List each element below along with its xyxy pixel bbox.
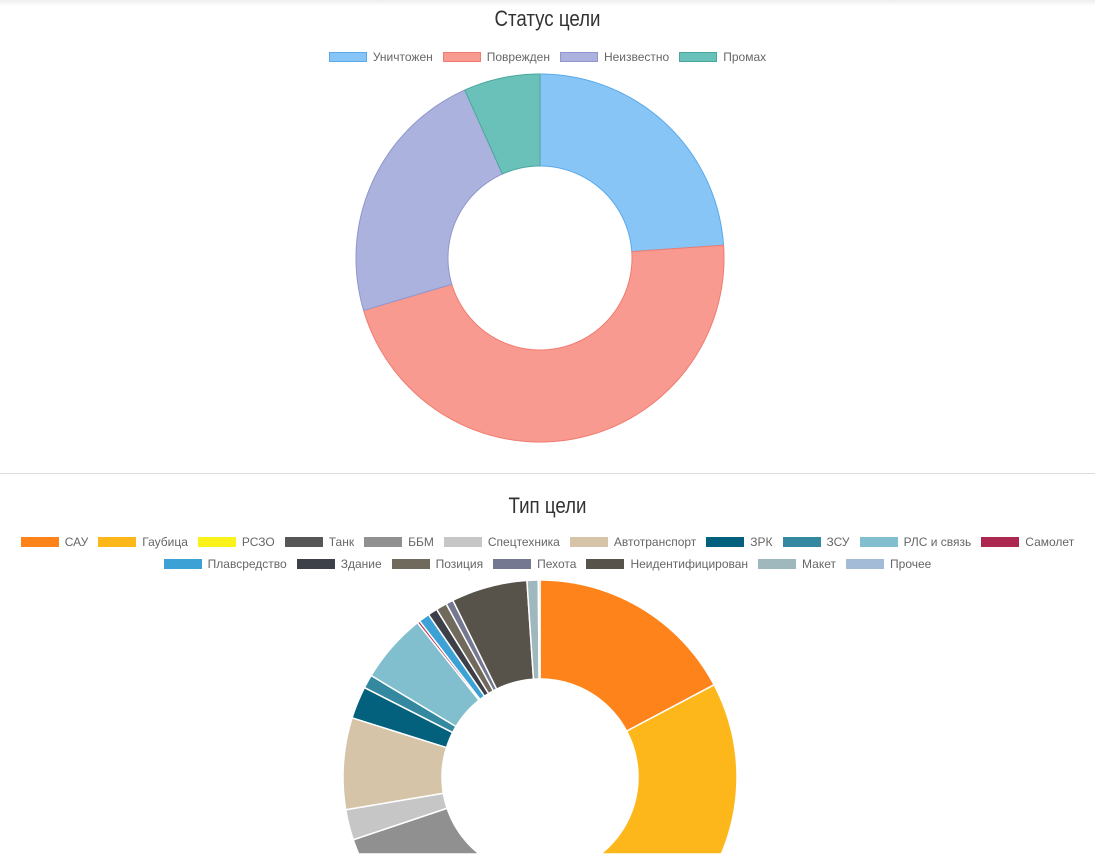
- legend-label: Промах: [723, 50, 767, 64]
- legend-swatch: [163, 559, 202, 569]
- legend-item[interactable]: Плавсредство: [163, 553, 287, 575]
- legend-label: САУ: [64, 535, 89, 549]
- slice-ББМ[interactable]: [352, 807, 481, 855]
- legend-label: Поврежден: [486, 50, 550, 64]
- legend-item[interactable]: ББМ: [364, 531, 434, 553]
- top-shadow: [0, 0, 1095, 6]
- legend-label: Танк: [328, 535, 355, 549]
- legend-item[interactable]: Неизвестно: [559, 46, 670, 68]
- legend-swatch: [706, 537, 745, 547]
- status-chart-title: Статус цели: [494, 6, 601, 31]
- legend-label: Пехота: [537, 557, 577, 571]
- legend-swatch: [197, 537, 236, 547]
- slice-Промах[interactable]: [464, 73, 541, 175]
- legend-swatch: [569, 537, 608, 547]
- legend-swatch: [859, 537, 898, 547]
- status-chart-legend: Уничтожен Поврежден Неизвестно Промах: [0, 46, 1095, 68]
- status-donut-chart: [355, 73, 725, 443]
- legend-item[interactable]: Позиция: [391, 553, 484, 575]
- type-chart-legend: САУ Гаубица РСЗО Танк ББМ Спецтехника Автотран…: [0, 531, 1095, 575]
- divider: [0, 473, 1095, 474]
- legend-swatch: [981, 537, 1020, 547]
- legend-swatch: [442, 52, 481, 62]
- legend-swatch: [284, 537, 323, 547]
- legend-swatch: [586, 559, 625, 569]
- legend-item[interactable]: ЗРК: [706, 531, 773, 553]
- legend-label: РСЗО: [241, 535, 275, 549]
- legend-label: Автотранспорт: [613, 535, 697, 549]
- legend-swatch: [98, 537, 137, 547]
- legend-item[interactable]: ЗСУ: [782, 531, 850, 553]
- slice-Прочее[interactable]: [537, 579, 541, 680]
- legend-swatch: [20, 537, 59, 547]
- legend-label: Гаубица: [142, 535, 188, 549]
- legend-swatch: [679, 52, 718, 62]
- legend-swatch: [758, 559, 797, 569]
- legend-label: Здание: [340, 557, 382, 571]
- legend-item[interactable]: Автотранспорт: [569, 531, 697, 553]
- legend-label: Прочее: [890, 557, 932, 571]
- legend-item[interactable]: Промах: [679, 46, 766, 68]
- legend-item[interactable]: Прочее: [846, 553, 931, 575]
- legend-item[interactable]: Гаубица: [98, 531, 188, 553]
- legend-label: РЛС и связь: [903, 535, 972, 549]
- legend-item[interactable]: Поврежден: [442, 46, 550, 68]
- legend-swatch: [493, 559, 532, 569]
- legend-item[interactable]: Пехота: [493, 553, 576, 575]
- legend-label: Неидентифицирован: [630, 557, 749, 571]
- legend-label: ББМ: [408, 535, 434, 549]
- legend-item[interactable]: Уничтожен: [328, 46, 433, 68]
- legend-label: Плавсредство: [207, 557, 287, 571]
- legend-item[interactable]: РЛС и связь: [859, 531, 972, 553]
- legend-label: Макет: [802, 557, 837, 571]
- legend-swatch: [328, 52, 367, 62]
- slice-Гаубица[interactable]: [599, 684, 738, 855]
- legend-item[interactable]: САУ: [20, 531, 89, 553]
- legend-label: Уничтожен: [372, 50, 433, 64]
- legend-swatch: [364, 537, 403, 547]
- type-chart-title: Тип цели: [508, 493, 587, 518]
- legend-item[interactable]: Неидентифицирован: [586, 553, 748, 575]
- legend-label: Самолет: [1025, 535, 1075, 549]
- legend-swatch: [443, 537, 482, 547]
- legend-item[interactable]: Макет: [758, 553, 836, 575]
- legend-label: ЗРК: [750, 535, 773, 549]
- legend-label: Неизвестно: [603, 50, 670, 64]
- legend-item[interactable]: Танк: [284, 531, 355, 553]
- legend-label: Спецтехника: [487, 535, 560, 549]
- legend-swatch: [846, 559, 885, 569]
- legend-swatch: [559, 52, 598, 62]
- legend-item[interactable]: Самолет: [981, 531, 1074, 553]
- legend-item[interactable]: Здание: [296, 553, 382, 575]
- legend-label: ЗСУ: [826, 535, 850, 549]
- legend-item[interactable]: РСЗО: [197, 531, 275, 553]
- legend-swatch: [296, 559, 335, 569]
- legend-swatch: [391, 559, 430, 569]
- legend-swatch: [782, 537, 821, 547]
- legend-item[interactable]: Спецтехника: [443, 531, 560, 553]
- legend-label: Позиция: [435, 557, 484, 571]
